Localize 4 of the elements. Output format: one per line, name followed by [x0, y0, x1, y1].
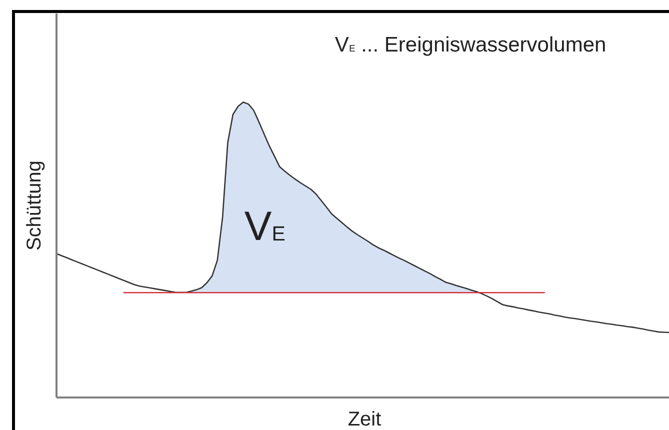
text: VE ... Ereigniswasservolumen	[334, 33, 606, 56]
annotation: VE	[244, 202, 286, 249]
x-axis-title: Zeit	[348, 408, 382, 430]
y-axis-title: Schüttung	[24, 160, 46, 251]
